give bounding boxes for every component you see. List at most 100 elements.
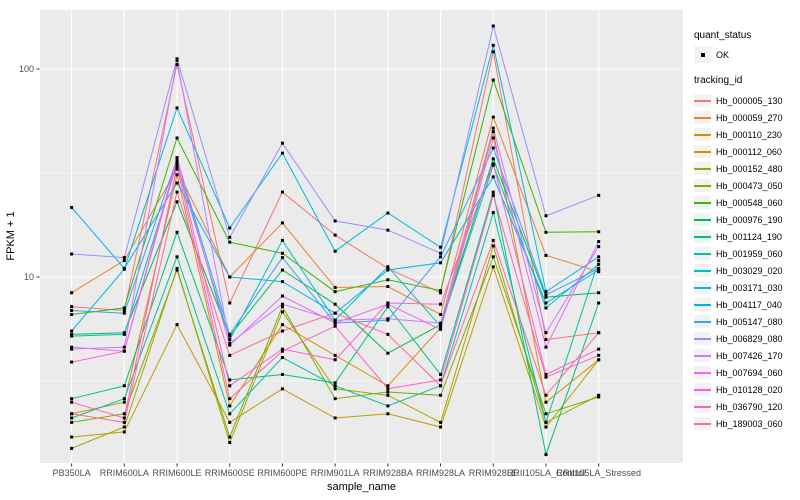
data-point	[228, 301, 232, 305]
data-point	[228, 353, 232, 357]
data-point	[122, 384, 126, 388]
data-point	[280, 387, 284, 391]
data-point	[597, 358, 601, 362]
data-point	[386, 351, 390, 355]
data-point	[544, 412, 548, 416]
data-point	[122, 430, 126, 434]
data-point	[439, 324, 443, 328]
legend-color-swatch	[694, 366, 711, 379]
data-point	[333, 286, 337, 290]
legend-line-icon	[694, 150, 711, 153]
data-point	[333, 290, 337, 294]
data-point	[70, 329, 74, 333]
x-tick-label: RRIM901LA	[310, 468, 360, 478]
data-point	[122, 420, 126, 424]
data-point	[280, 302, 284, 306]
data-point	[122, 259, 126, 263]
x-tick-label: PB350LA	[52, 468, 91, 478]
data-point	[491, 190, 495, 194]
legend-item-label: Hb_000976_190	[716, 214, 783, 225]
data-point	[70, 420, 74, 424]
data-point	[228, 235, 232, 239]
data-point	[280, 305, 284, 309]
data-point	[333, 416, 337, 420]
x-tick-label: RRIM600PE	[257, 468, 308, 478]
data-point	[70, 309, 74, 313]
data-point	[491, 244, 495, 248]
data-point	[386, 332, 390, 336]
legend-color-swatch	[694, 111, 711, 124]
data-point	[597, 245, 601, 249]
data-point	[280, 141, 284, 145]
legend-line-icon	[694, 218, 711, 221]
data-point	[491, 115, 495, 119]
data-point	[122, 256, 126, 260]
legend-color-swatch	[694, 383, 711, 396]
data-point	[597, 268, 601, 272]
data-point	[386, 317, 390, 321]
legend-item-label: Hb_005147_080	[716, 316, 783, 327]
legend-item-label: Hb_003029_020	[716, 265, 783, 276]
data-point	[439, 378, 443, 382]
data-point	[386, 285, 390, 289]
data-point	[228, 275, 232, 279]
legend-item-label: Hb_000548_060	[716, 197, 783, 208]
data-point	[70, 360, 74, 364]
data-point	[439, 326, 443, 330]
data-point	[544, 453, 548, 457]
data-point	[175, 181, 179, 185]
data-point	[280, 356, 284, 360]
data-point	[333, 321, 337, 325]
data-point	[491, 136, 495, 140]
data-point	[439, 261, 443, 265]
data-point	[175, 162, 179, 166]
data-point	[439, 372, 443, 376]
data-point	[280, 256, 284, 260]
data-point	[175, 266, 179, 270]
data-point	[491, 50, 495, 54]
legend-line-icon	[694, 405, 711, 408]
data-point	[175, 58, 179, 62]
data-point	[333, 397, 337, 401]
data-point	[439, 420, 443, 424]
data-point	[228, 240, 232, 244]
data-point	[333, 358, 337, 362]
legend-line-icon	[694, 320, 711, 323]
legend-item-label: Hb_007426_170	[716, 350, 783, 361]
legend-color-swatch	[694, 315, 711, 328]
data-point	[597, 266, 601, 270]
data-point	[544, 345, 548, 349]
data-point	[386, 228, 390, 232]
data-point	[280, 349, 284, 353]
data-point	[280, 151, 284, 155]
data-point	[386, 278, 390, 282]
data-point	[70, 347, 74, 351]
data-point	[333, 387, 337, 391]
data-point	[175, 159, 179, 163]
legend-item-label: Hb_000005_130	[716, 95, 783, 106]
legend-item-label: Hb_036790_120	[716, 401, 783, 412]
legend-item: Hb_003171_030	[694, 279, 783, 296]
legend-label-ok: OK	[716, 49, 730, 60]
data-point	[544, 295, 548, 299]
data-point	[597, 255, 601, 259]
data-point	[228, 332, 232, 336]
data-point	[386, 305, 390, 309]
data-point	[70, 412, 74, 416]
legend-line-icon	[694, 286, 711, 289]
data-point	[175, 173, 179, 177]
data-point	[70, 446, 74, 450]
data-point	[491, 255, 495, 259]
data-point	[228, 384, 232, 388]
data-point	[280, 221, 284, 225]
data-point	[597, 291, 601, 295]
data-point	[439, 245, 443, 249]
data-point	[122, 400, 126, 404]
legend-item: Hb_007694_060	[694, 364, 783, 381]
legend-item: Hb_036790_120	[694, 398, 783, 415]
data-point	[280, 190, 284, 194]
data-point	[544, 400, 548, 404]
data-point	[597, 393, 601, 397]
data-point	[333, 302, 337, 306]
